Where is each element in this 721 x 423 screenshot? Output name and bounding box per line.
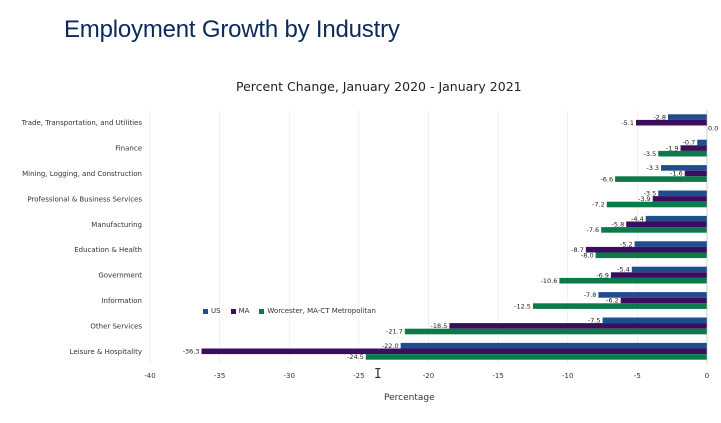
bar-us: [631, 266, 707, 273]
legend-swatch-us: [203, 308, 208, 314]
data-label: -5.1: [621, 119, 634, 127]
bar-ma: [201, 348, 707, 355]
category-label: Other Services: [90, 322, 142, 330]
legend-label-worcester: Worcester, MA-CT Metropolitan: [267, 307, 376, 315]
bar-worcester: [559, 277, 707, 284]
data-label: -21.7: [386, 328, 403, 336]
data-label: -7.8: [584, 291, 597, 299]
data-label: -6.9: [596, 271, 609, 279]
category-label: Trade, Transportation, and Utilities: [21, 119, 143, 127]
data-label: -5.2: [620, 240, 633, 248]
x-tick-label: -30: [284, 372, 295, 380]
data-label: -8.0: [581, 252, 594, 260]
category-label: Leisure & Hospitality: [70, 348, 142, 356]
data-label: -24.5: [347, 353, 364, 361]
legend-label-us: US: [211, 307, 221, 315]
legend-item-ma: MA: [230, 307, 250, 315]
page-title: Employment Growth by Industry: [64, 16, 400, 43]
bar-ma: [680, 145, 707, 151]
x-tick-label: -15: [492, 372, 503, 380]
data-label: -7.6: [586, 226, 599, 234]
bar-ma: [610, 272, 707, 278]
bar-ma: [585, 246, 707, 253]
category-label: Government: [98, 272, 142, 280]
data-label: -8.7: [571, 246, 584, 254]
bar-ma: [684, 170, 707, 177]
category-label: Mining, Logging, and Construction: [22, 170, 142, 178]
data-label: -2.8: [653, 113, 666, 121]
bar-worcester: [606, 201, 707, 208]
bar-ma: [620, 297, 707, 304]
data-label: -6.2: [606, 297, 619, 305]
data-label: 0.0: [708, 125, 718, 133]
data-label: -5.8: [612, 221, 625, 229]
data-label: -18.5: [431, 322, 448, 330]
data-label: -36.3: [183, 348, 200, 356]
data-label: -4.4: [631, 215, 644, 223]
data-label: -1.9: [666, 144, 679, 152]
bar-us: [602, 317, 707, 324]
data-label: -1.6: [670, 170, 683, 178]
chart-title: Percent Change, January 2020 - January 2…: [236, 79, 522, 94]
chart-legend: US MA Worcester, MA-CT Metropolitan: [203, 307, 376, 315]
x-tick-label: -5: [634, 372, 641, 380]
bar-worcester: [658, 150, 707, 157]
data-label: -3.5: [644, 150, 657, 158]
bar-us: [661, 165, 707, 171]
data-label: -3.3: [646, 164, 659, 172]
category-label: Manufacturing: [91, 221, 142, 229]
data-label: -5.4: [617, 266, 630, 274]
category-label: Finance: [115, 145, 142, 153]
data-label: -7.5: [588, 317, 601, 325]
data-label: -0.7: [683, 139, 696, 147]
legend-item-worcester: Worcester, MA-CT Metropolitan: [259, 307, 376, 315]
bar-worcester: [532, 303, 707, 309]
bar-worcester: [601, 227, 707, 233]
bar-ma: [652, 196, 707, 202]
x-tick-label: -35: [214, 372, 225, 380]
bar-ma: [626, 221, 707, 228]
data-label: -12.5: [514, 302, 531, 310]
data-label: -10.6: [541, 277, 558, 285]
legend-swatch-ma: [230, 308, 236, 314]
legend-swatch-worcester: [259, 308, 265, 314]
bar-us: [400, 342, 707, 349]
category-label: Information: [101, 297, 142, 305]
data-label: -6.6: [600, 175, 613, 183]
x-tick-label: -20: [423, 372, 434, 380]
x-tick-label: -40: [144, 372, 155, 380]
category-label: Professional & Business Services: [27, 195, 142, 203]
bar-worcester: [365, 354, 707, 360]
legend-label-ma: MA: [238, 307, 250, 315]
bar-us: [598, 292, 707, 298]
x-axis-title: Percentage: [384, 393, 435, 403]
x-tick-label: -25: [353, 372, 364, 380]
bar-us: [697, 139, 707, 146]
x-tick-label: -10: [562, 372, 573, 380]
text-cursor-icon: I: [374, 367, 382, 382]
bar-us: [645, 215, 707, 222]
data-label: -3.5: [644, 190, 657, 198]
legend-item-us: US: [203, 307, 221, 315]
bar-us: [668, 114, 707, 120]
bar-worcester: [615, 176, 707, 182]
bar-ma: [635, 119, 707, 126]
bar-worcester: [595, 252, 707, 259]
bar-us: [658, 190, 707, 197]
bar-worcester: [404, 328, 707, 335]
data-label: -3.9: [638, 195, 651, 203]
x-tick-label: 0: [705, 372, 709, 380]
bar-ma: [449, 323, 707, 329]
data-label: -7.2: [592, 201, 605, 209]
category-label: Education & Health: [74, 246, 142, 254]
bar-us: [634, 241, 707, 247]
data-label: -22.0: [382, 342, 399, 350]
